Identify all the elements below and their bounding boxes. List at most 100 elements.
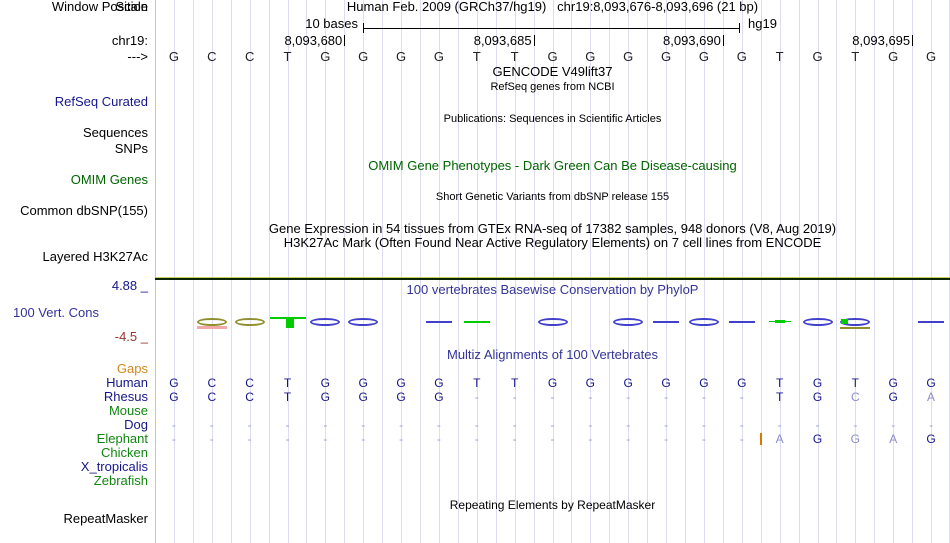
gridline	[855, 0, 857, 543]
window-position-label: Window Position	[51, 0, 148, 14]
gridline	[590, 0, 592, 543]
track-label-omim-genes[interactable]: OMIM Genes	[70, 172, 148, 187]
base-letter: G	[888, 49, 899, 64]
base-letter: T	[510, 49, 519, 64]
alignment-letter: G	[434, 389, 444, 404]
track-title-multiz[interactable]: Multiz Alignments of 100 Vertebrates	[446, 347, 658, 362]
alignment-letter: -	[209, 417, 214, 432]
alignment-letter: G	[926, 375, 936, 390]
track-left-edge-line	[155, 0, 156, 543]
alignment-letter: -	[474, 389, 479, 404]
alignment-letter: -	[664, 431, 669, 446]
alignment-letter: G	[737, 375, 747, 390]
coordinate-tick-mark	[344, 35, 346, 46]
track-label-dbsnp[interactable]: Common dbSNP(155)	[20, 203, 148, 218]
track-title-omim[interactable]: OMIM Gene Phenotypes - Dark Green Can Be…	[368, 158, 737, 173]
alignment-letter: G	[320, 375, 331, 390]
gridline	[666, 0, 668, 543]
alignment-letter: -	[209, 431, 214, 446]
alignment-letter: -	[474, 417, 479, 432]
gridline	[779, 0, 781, 543]
base-letter: G	[736, 49, 747, 64]
gridline	[268, 0, 270, 543]
alignment-letter: T	[283, 375, 292, 390]
gridline	[325, 0, 327, 543]
alignment-letter: -	[512, 431, 517, 446]
alignment-letter: G	[358, 375, 368, 390]
alignment-letter: G	[623, 375, 633, 390]
alignment-insert-marker	[759, 433, 762, 445]
species-label-elephant[interactable]: Elephant	[96, 431, 148, 446]
track-label-refseq-curated[interactable]: RefSeq Curated	[54, 94, 148, 109]
gridline	[647, 0, 649, 543]
base-letter: T	[283, 49, 292, 64]
gridline	[438, 0, 440, 543]
track-label-vert-cons[interactable]: 100 Vert. Cons	[13, 305, 99, 320]
conservation-glyph-underline	[196, 326, 227, 329]
alignment-letter: C	[245, 375, 254, 390]
base-letter: G	[698, 49, 709, 64]
conservation-glyph-line	[728, 321, 755, 323]
track-subtitle-refseq[interactable]: RefSeq genes from NCBI	[490, 81, 615, 93]
coordinate-tick-label: 8,093,685	[473, 33, 532, 48]
species-label-rhesus[interactable]: Rhesus	[103, 389, 148, 404]
alignment-letter: G	[585, 375, 596, 390]
species-label-mouse[interactable]: Mouse	[108, 403, 148, 418]
alignment-letter: T	[775, 389, 784, 404]
track-title-dbsnp[interactable]: Short Genetic Variants from dbSNP releas…	[435, 191, 670, 203]
track-title-repeatmasker[interactable]: Repeating Elements by RepeatMasker	[449, 498, 656, 512]
base-letter: T	[472, 49, 481, 64]
track-title-h3k27ac[interactable]: H3K27Ac Mark (Often Found Near Active Re…	[283, 235, 822, 250]
gridline	[552, 0, 554, 543]
track-title-conservation[interactable]: 100 vertebrates Basewise Conservation by…	[406, 282, 699, 297]
conservation-glyph-lens	[348, 318, 379, 326]
alignment-letter: -	[550, 417, 555, 432]
alignment-letter: G	[812, 431, 823, 446]
title-gap	[546, 0, 557, 14]
species-label-zebrafish[interactable]: Zebrafish	[93, 473, 148, 488]
species-label-x_tropicalis[interactable]: X_tropicalis	[80, 459, 148, 474]
species-label-dog[interactable]: Dog	[124, 417, 148, 432]
alignment-letter: T	[510, 375, 519, 390]
alignment-letter: -	[399, 417, 404, 432]
track-label-repeatmasker[interactable]: RepeatMasker	[63, 511, 148, 526]
chromosome-label: chr19:	[111, 33, 148, 48]
track-title-publications[interactable]: Publications: Sequences in Scientific Ar…	[443, 113, 662, 125]
base-letter: C	[207, 49, 217, 64]
alignment-letter: -	[285, 417, 290, 432]
track-label-h3k27ac[interactable]: Layered H3K27Ac	[42, 249, 148, 264]
conservation-glyph-line	[425, 321, 452, 323]
base-letter: T	[775, 49, 784, 64]
base-letter: G	[661, 49, 672, 64]
alignment-letter: -	[323, 431, 328, 446]
alignment-letter: -	[361, 431, 366, 446]
track-label-sequences[interactable]: Sequences	[82, 125, 148, 140]
scale-amount: 10 bases	[305, 16, 358, 31]
gridline	[306, 0, 308, 543]
gridline	[533, 0, 535, 543]
alignment-letter: G	[812, 389, 823, 404]
track-title-gtex[interactable]: Gene Expression in 54 tissues from GTEx …	[268, 221, 837, 236]
alignment-gaps-label[interactable]: Gaps	[116, 361, 148, 376]
track-label-snps[interactable]: SNPs	[114, 141, 148, 156]
conservation-glyph-underline	[840, 327, 871, 329]
conservation-glyph-lens	[310, 318, 341, 326]
track-title-gencode[interactable]: GENCODE V49lift37	[492, 64, 613, 79]
alignment-letter: -	[701, 431, 706, 446]
gridline	[628, 0, 630, 543]
alignment-letter: -	[588, 389, 593, 404]
alignment-letter: G	[320, 389, 331, 404]
alignment-letter: -	[171, 431, 176, 446]
gridline	[722, 0, 724, 543]
species-label-human[interactable]: Human	[106, 375, 148, 390]
scale-label: Scale	[115, 0, 148, 14]
scale-ruler-line	[363, 28, 740, 29]
coordinate-tick-label: 8,093,690	[663, 33, 721, 48]
strand-arrow-label: --->	[127, 49, 148, 64]
species-label-chicken[interactable]: Chicken	[101, 445, 148, 460]
coordinate-tick-label: 8,093,680	[284, 33, 343, 48]
alignment-letter: -	[550, 431, 555, 446]
conservation-glyph-lens	[802, 318, 833, 326]
gridline	[798, 0, 800, 543]
